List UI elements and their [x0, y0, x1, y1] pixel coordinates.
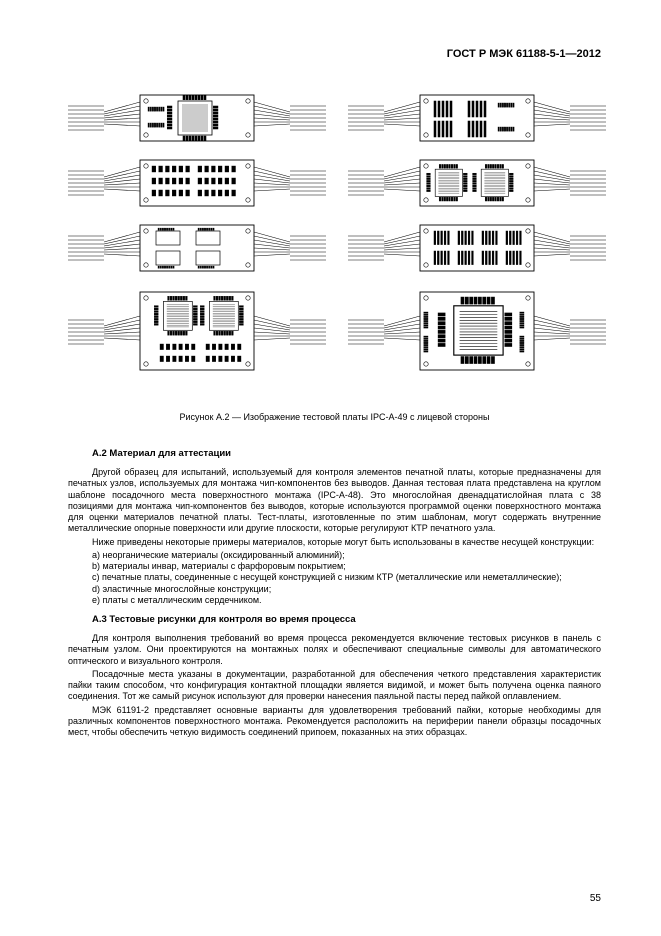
pcb-coupon-illustration: [58, 90, 611, 390]
figure-a2: [58, 90, 611, 390]
para-a2-2: Ниже приведены некоторые примеры материа…: [68, 537, 601, 548]
para-a3-3: МЭК 61191-2 представляет основные вариан…: [68, 705, 601, 739]
list-item: e) платы с металлическим сердечником.: [68, 595, 601, 606]
para-a3-1: Для контроля выполнения требований во вр…: [68, 633, 601, 667]
para-a3-2: Посадочные места указаны в документации,…: [68, 669, 601, 703]
list-item: b) материалы инвар, материалы с фарфоров…: [68, 561, 601, 572]
page-number: 55: [590, 893, 601, 904]
heading-a2: А.2 Материал для аттестации: [68, 448, 601, 459]
list-a2: a) неорганические материалы (оксидирован…: [68, 550, 601, 606]
list-item: c) печатные платы, соединенные с несущей…: [68, 572, 601, 583]
list-item: a) неорганические материалы (оксидирован…: [68, 550, 601, 561]
heading-a3: А.3 Тестовые рисунки для контроля во вре…: [68, 614, 601, 625]
list-item: d) эластичные многослойные конструкции;: [68, 584, 601, 595]
para-a2-1: Другой образец для испытаний, используем…: [68, 467, 601, 535]
document-header: ГОСТ Р МЭК 61188-5-1—2012: [68, 48, 601, 60]
figure-caption: Рисунок А.2 — Изображение тестовой платы…: [68, 412, 601, 422]
